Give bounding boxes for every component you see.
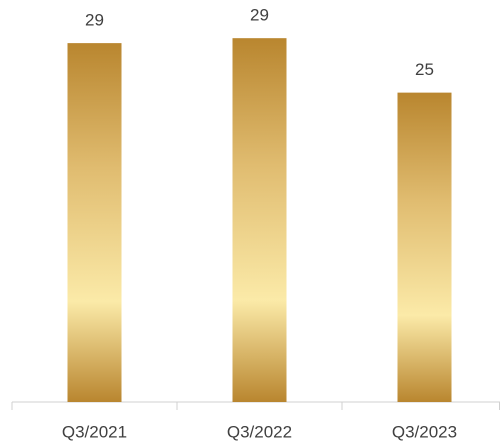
data-label: 25 [415,60,434,79]
bar [232,38,287,403]
x-tick-label: Q3/2023 [392,422,457,441]
bar [67,43,122,402]
data-label: 29 [85,11,104,30]
x-tick-label: Q3/2022 [227,422,292,441]
x-tick-label: Q3/2021 [62,422,127,441]
bar [397,92,452,402]
data-label: 29 [250,6,269,25]
